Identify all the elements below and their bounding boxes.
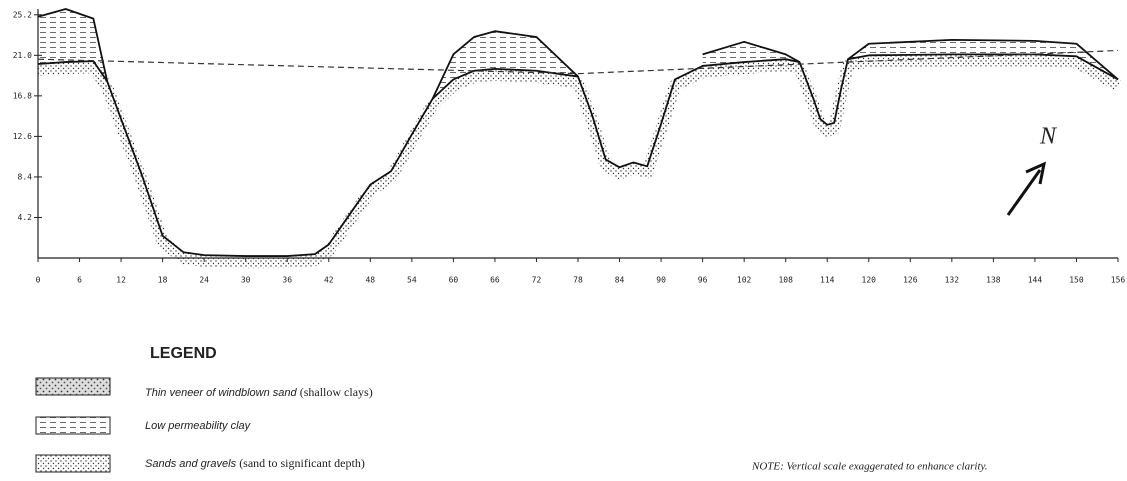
x-tick-label: 78 <box>573 276 583 285</box>
legend-item: Sands and gravels (sand to significant d… <box>145 456 365 470</box>
x-tick-label: 24 <box>199 276 209 285</box>
x-tick-label: 144 <box>1028 276 1043 285</box>
profile-line <box>37 8 1119 100</box>
legend-item: Thin veneer of windblown sand (shallow c… <box>145 385 373 399</box>
x-tick-label: 120 <box>862 276 877 285</box>
y-tick-label: 25.2 <box>13 10 32 19</box>
sand-band <box>37 54 1121 269</box>
x-tick-label: 18 <box>158 276 168 285</box>
legend-label: Thin veneer of windblown sand <box>145 387 298 399</box>
clay-fill <box>432 31 578 99</box>
plot-area: 4.2 8.4 12.6 16.8 21.0 25.2 0 6 12 18 24 30 36 42 48 54… <box>13 8 1126 285</box>
legend-swatch <box>35 377 111 396</box>
x-tick-label: 114 <box>820 276 835 285</box>
legend-item: Low permeability clay <box>145 420 252 432</box>
clay-fill <box>848 39 1118 80</box>
legend-swatch <box>35 416 111 435</box>
x-tick-label: 6 <box>77 276 82 285</box>
legend-title: LEGEND <box>150 345 217 362</box>
y-tick-label: 16.8 <box>13 91 32 100</box>
x-tick-label: 54 <box>407 276 417 285</box>
x-tick-label: 156 <box>1111 276 1126 285</box>
clay-fill <box>38 9 108 82</box>
x-tick-label: 96 <box>698 276 708 285</box>
x-tick-label: 60 <box>449 276 459 285</box>
north-label: N <box>1039 124 1058 150</box>
y-tick-label: 21.0 <box>13 51 32 60</box>
x-tick-label: 84 <box>615 276 625 285</box>
x-tick-label: 150 <box>1069 276 1084 285</box>
note: NOTE: Vertical scale exaggerated to enha… <box>751 461 988 473</box>
x-tick-label: 132 <box>945 276 960 285</box>
x-tick-label: 0 <box>36 276 41 285</box>
x-tick-label: 102 <box>737 276 752 285</box>
legend-detail: (sand to significant depth) <box>239 456 365 470</box>
x-tick-label: 138 <box>986 276 1001 285</box>
x-tick-label: 90 <box>656 276 666 285</box>
x-tick-label: 108 <box>778 276 793 285</box>
x-tick-label: 42 <box>324 276 334 285</box>
legend-label: Low permeability clay <box>145 420 252 432</box>
legend-detail: (shallow clays) <box>300 385 373 399</box>
legend-label: Sands and gravels <box>145 458 237 470</box>
y-tick-label: 4.2 <box>18 213 33 222</box>
x-tick-label: 72 <box>532 276 542 285</box>
north-arrow: N <box>1006 124 1058 216</box>
x-tick-label: 66 <box>490 276 500 285</box>
x-tick-label: 12 <box>116 276 126 285</box>
dashed-line <box>37 49 1119 75</box>
x-tick-label: 48 <box>365 276 375 285</box>
y-tick-label: 12.6 <box>13 132 32 141</box>
x-tick-label: 126 <box>903 276 918 285</box>
legend-swatch <box>35 454 111 473</box>
y-tick-label: 8.4 <box>18 172 33 181</box>
x-tick-label: 30 <box>241 276 251 285</box>
x-tick-label: 36 <box>282 276 292 285</box>
